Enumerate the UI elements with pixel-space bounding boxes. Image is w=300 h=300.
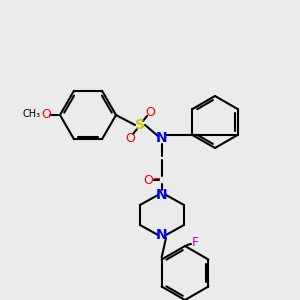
Text: O: O: [125, 131, 135, 145]
Text: CH₃: CH₃: [23, 109, 41, 119]
Text: O: O: [41, 107, 51, 121]
Text: O: O: [143, 173, 153, 187]
Text: O: O: [145, 106, 155, 118]
Text: S: S: [135, 118, 145, 132]
Text: N: N: [156, 188, 168, 202]
Text: N: N: [156, 228, 168, 242]
Text: N: N: [156, 131, 168, 145]
Text: F: F: [191, 236, 199, 250]
